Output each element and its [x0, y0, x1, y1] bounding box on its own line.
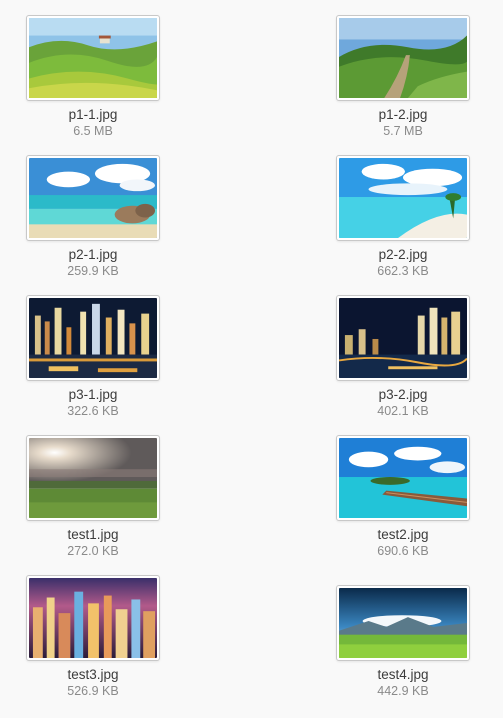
file-name: p1-2.jpg — [378, 107, 428, 122]
file-size: 5.7 MB — [383, 124, 423, 138]
thumbnail-frame — [336, 295, 470, 381]
file-name: test4.jpg — [377, 667, 429, 682]
image-thumbnail — [339, 18, 467, 98]
image-thumbnail — [29, 18, 157, 98]
file-name: p3-2.jpg — [378, 387, 428, 402]
file-item-p1-1[interactable]: p1-1.jpg 6.5 MB — [13, 15, 173, 139]
file-item-test2[interactable]: test2.jpg 690.6 KB — [323, 435, 483, 559]
file-size: 259.9 KB — [67, 264, 119, 278]
file-name: test1.jpg — [67, 527, 119, 542]
file-item-test1[interactable]: test1.jpg 272.0 KB — [13, 435, 173, 559]
thumbnail-frame — [336, 585, 470, 661]
file-item-p3-1[interactable]: p3-1.jpg 322.6 KB — [13, 295, 173, 419]
image-thumbnail — [29, 158, 157, 238]
thumbnail-frame — [26, 15, 160, 101]
image-thumbnail — [29, 298, 157, 378]
image-thumbnail — [339, 158, 467, 238]
image-thumbnail — [339, 298, 467, 378]
image-thumbnail — [29, 578, 157, 658]
image-thumbnail — [29, 438, 157, 518]
thumbnail-frame — [26, 295, 160, 381]
file-item-p1-2[interactable]: p1-2.jpg 5.7 MB — [323, 15, 483, 139]
image-thumbnail — [339, 588, 467, 658]
file-item-test3[interactable]: test3.jpg 526.9 KB — [13, 575, 173, 699]
file-item-p3-2[interactable]: p3-2.jpg 402.1 KB — [323, 295, 483, 419]
thumbnail-frame — [26, 575, 160, 661]
file-name: p2-1.jpg — [68, 247, 118, 262]
file-name: p3-1.jpg — [68, 387, 118, 402]
thumbnail-frame — [26, 155, 160, 241]
file-item-p2-2[interactable]: p2-2.jpg 662.3 KB — [323, 155, 483, 279]
image-thumbnail — [339, 438, 467, 518]
file-name: test3.jpg — [67, 667, 119, 682]
file-size: 662.3 KB — [377, 264, 429, 278]
file-item-test4[interactable]: test4.jpg 442.9 KB — [323, 575, 483, 699]
file-size: 690.6 KB — [377, 544, 429, 558]
file-name: p1-1.jpg — [68, 107, 118, 122]
file-size: 322.6 KB — [67, 404, 119, 418]
file-item-p2-1[interactable]: p2-1.jpg 259.9 KB — [13, 155, 173, 279]
file-name: p2-2.jpg — [378, 247, 428, 262]
thumbnail-frame — [336, 435, 470, 521]
thumbnail-frame — [336, 15, 470, 101]
file-size: 272.0 KB — [67, 544, 119, 558]
file-size: 442.9 KB — [377, 684, 429, 698]
file-size: 402.1 KB — [377, 404, 429, 418]
thumbnail-frame — [336, 155, 470, 241]
file-name: test2.jpg — [377, 527, 429, 542]
file-size: 526.9 KB — [67, 684, 119, 698]
thumbnail-frame — [26, 435, 160, 521]
file-size: 6.5 MB — [73, 124, 113, 138]
